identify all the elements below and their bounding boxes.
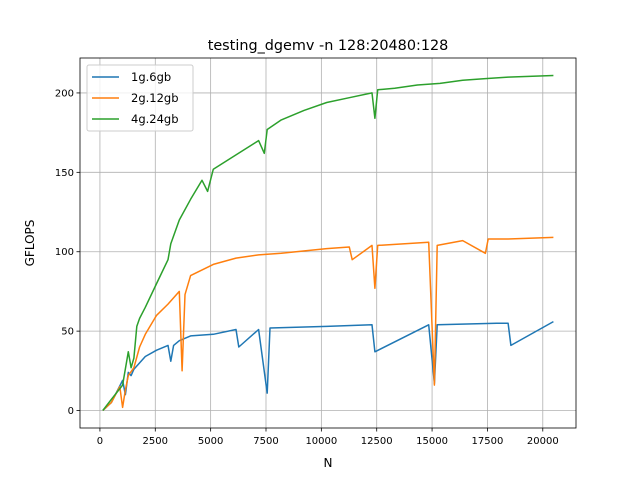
series-layer	[102, 74, 554, 412]
y-tick-label: 150	[55, 168, 74, 179]
legend-label: 2g.12gb	[131, 91, 179, 105]
legend-label: 4g.24gb	[131, 112, 179, 126]
x-tick-label: 17500	[472, 436, 504, 447]
axis-ticks: 0 2500 5000 7500 10000 12500 15000 17500 20000 0 5…	[55, 88, 559, 447]
x-tick-label: 5000	[198, 436, 223, 447]
x-tick-label: 12500	[361, 436, 393, 447]
y-tick-label: 0	[68, 406, 74, 417]
y-tick-label: 100	[55, 247, 74, 258]
x-tick-label: 7500	[253, 436, 278, 447]
series-line-3	[102, 74, 554, 411]
legend: 1g.6gb 2g.12gb 4g.24gb	[86, 64, 194, 132]
legend-label: 1g.6gb	[131, 70, 171, 84]
x-tick-label: 10000	[305, 436, 337, 447]
series-line-2	[102, 236, 554, 412]
x-tick-label: 20000	[527, 436, 559, 447]
x-tick-label: 0	[97, 436, 103, 447]
chart-title: testing_dgemv -n 128:20480:128	[208, 38, 449, 54]
y-tick-label: 200	[55, 88, 74, 99]
x-axis-label: N	[324, 456, 333, 470]
y-axis-label: GFLOPS	[23, 220, 37, 267]
legend-box	[86, 64, 194, 132]
y-tick-label: 50	[61, 327, 74, 338]
plot-frame	[79, 57, 577, 429]
x-tick-label: 15000	[416, 436, 448, 447]
x-tick-label: 2500	[143, 436, 168, 447]
